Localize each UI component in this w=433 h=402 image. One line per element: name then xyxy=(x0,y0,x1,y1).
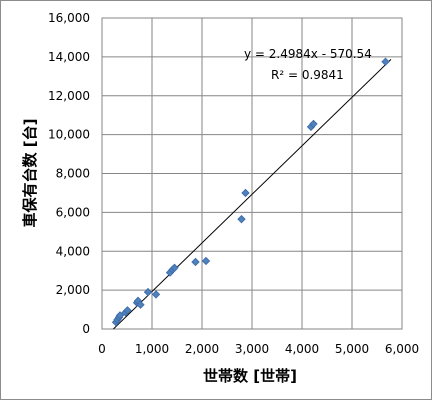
trendline-equation: y = 2.4984x - 570.54 xyxy=(244,47,372,61)
plot-area-border xyxy=(101,17,403,330)
y-axis-title: 車保有台数 [台] xyxy=(21,119,39,228)
x-tick-label: 3,000 xyxy=(235,342,269,356)
data-point xyxy=(241,188,250,198)
trendline-r-squared: R² = 0.9841 xyxy=(271,68,344,82)
y-tick-label: 10,000 xyxy=(48,128,90,142)
x-tick-label: 0 xyxy=(98,342,106,356)
data-point xyxy=(143,287,153,297)
data-point xyxy=(201,256,211,266)
y-tick-label: 14,000 xyxy=(48,50,90,64)
y-tick-label: 0 xyxy=(82,322,90,336)
data-point xyxy=(136,300,145,309)
y-tick-label: 8,000 xyxy=(56,167,90,181)
x-axis-title: 世帯数 [世帯] xyxy=(203,367,297,385)
gridlines xyxy=(101,17,403,330)
data-point xyxy=(151,290,161,299)
y-tick-label: 2,000 xyxy=(56,283,90,297)
y-tick-label: 6,000 xyxy=(56,205,90,219)
x-tick-label: 2,000 xyxy=(185,342,219,356)
data-point xyxy=(309,119,318,129)
y-tick-label: 16,000 xyxy=(48,11,90,25)
data-point xyxy=(381,57,390,66)
trendline xyxy=(113,59,392,330)
y-tick-label: 12,000 xyxy=(48,89,90,103)
data-point xyxy=(191,257,200,267)
data-point xyxy=(237,215,246,224)
x-tick-label: 5,000 xyxy=(335,342,369,356)
y-tick-labels: 0 2,000 4,000 6,000 8,000 10,000 12,000 14,000 1… xyxy=(48,11,90,336)
x-tick-label: 1,000 xyxy=(135,342,169,356)
x-tick-label: 4,000 xyxy=(285,342,319,356)
data-point xyxy=(123,306,132,315)
x-tick-labels: 0 1,000 2,000 3,000 4,000 5,000 6,000 xyxy=(98,342,419,356)
data-point xyxy=(115,311,125,320)
data-points xyxy=(111,57,390,327)
x-tick-label: 6,000 xyxy=(385,342,419,356)
y-tick-label: 4,000 xyxy=(56,244,90,258)
data-point xyxy=(170,263,179,272)
